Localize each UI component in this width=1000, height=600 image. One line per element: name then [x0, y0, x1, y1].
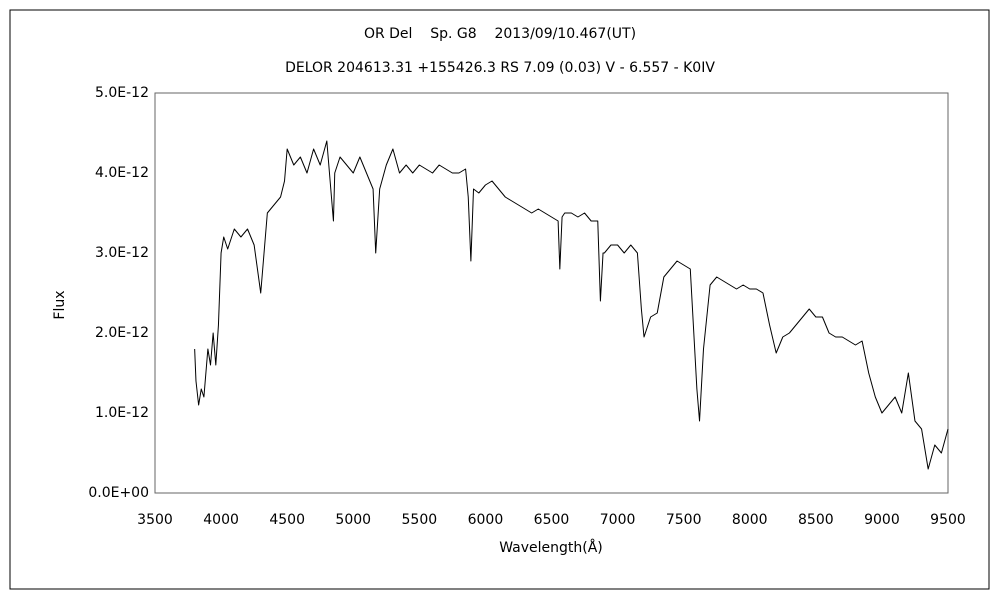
x-tick-label: 3500	[137, 512, 173, 528]
x-axis-label: Wavelength(Å)	[499, 539, 603, 556]
y-tick-label: 2.0E-12	[95, 325, 149, 341]
x-tick-label: 4000	[203, 512, 239, 528]
chart-border	[9, 9, 990, 590]
x-tick-label: 7000	[600, 512, 636, 528]
x-tick-label: 9500	[930, 512, 966, 528]
spectrum-line	[194, 140, 949, 470]
x-tick-label: 9000	[864, 512, 900, 528]
y-tick-label: 5.0E-12	[95, 85, 149, 101]
chart-title: OR Del Sp. G8 2013/09/10.467(UT)	[364, 26, 636, 42]
x-tick-label: 6000	[468, 512, 504, 528]
y-tick-label: 0.0E+00	[88, 485, 149, 501]
y-axis-label: Flux	[52, 290, 68, 319]
x-tick-label: 8500	[798, 512, 834, 528]
x-tick-label: 5500	[402, 512, 438, 528]
x-tick-label: 4500	[269, 512, 305, 528]
x-tick-label: 5000	[335, 512, 371, 528]
plot-frame	[154, 92, 949, 494]
x-tick-label: 7500	[666, 512, 702, 528]
y-tick-label: 1.0E-12	[95, 405, 149, 421]
y-tick-label: 4.0E-12	[95, 165, 149, 181]
x-tick-label: 8000	[732, 512, 768, 528]
y-tick-label: 3.0E-12	[95, 245, 149, 261]
x-tick-label: 6500	[534, 512, 570, 528]
chart-subtitle: DELOR 204613.31 +155426.3 RS 7.09 (0.03)…	[285, 60, 715, 76]
